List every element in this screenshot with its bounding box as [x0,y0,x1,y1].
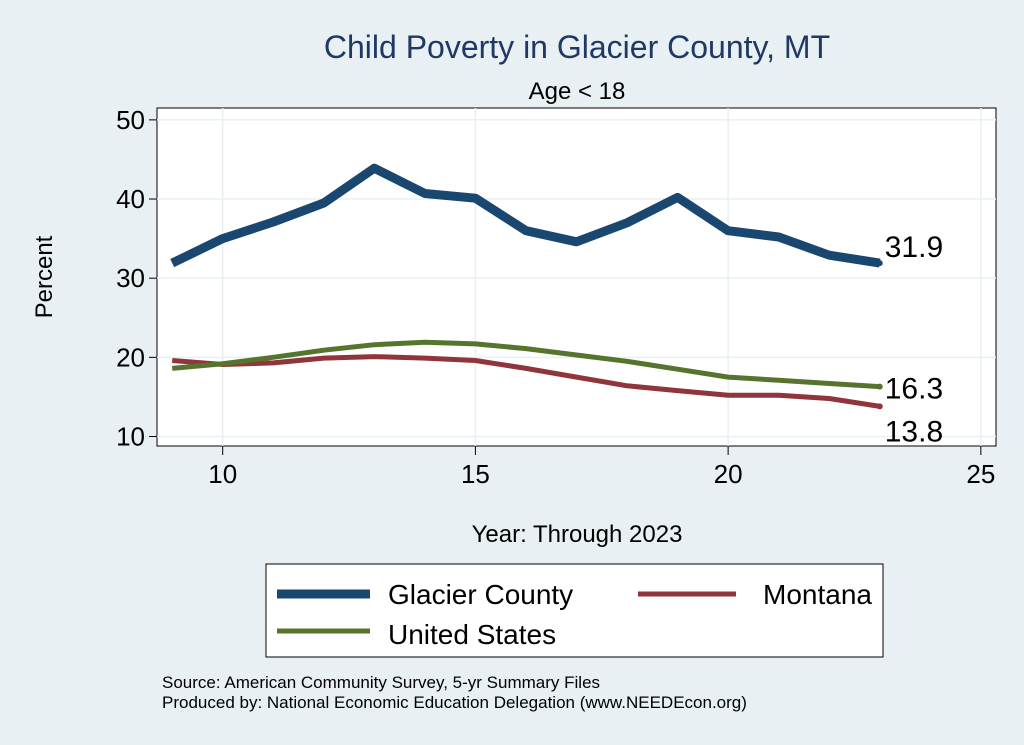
legend-label: Glacier County [388,579,573,610]
chart-subtitle: Age < 18 [529,78,626,105]
x-tick-label: 15 [461,459,490,489]
end-labels: 31.9 13.8 16.3 [876,231,943,448]
produced-by-note: Produced by: National Economic Education… [162,693,747,712]
y-tick-label: 50 [116,105,145,135]
y-tick-label: 40 [116,184,145,214]
end-label: 16.3 [885,373,943,406]
plot-area [156,107,997,447]
series-layer [170,163,881,409]
source-note: Source: American Community Survey, 5-yr … [162,673,600,692]
end-point [876,383,883,390]
legend [265,563,884,658]
end-label: 31.9 [885,231,943,264]
end-point [876,260,883,267]
x-tick-label: 25 [966,459,995,489]
y-axis-label: Percent [31,235,58,318]
end-label: 13.8 [885,415,943,448]
series-line-united-states [171,339,880,390]
grid-lines [157,108,996,446]
chart-title: Child Poverty in Glacier County, MT [324,29,830,65]
axes: 10 20 30 40 50 10 15 20 25 [116,105,995,489]
legend-label: Montana [763,579,872,610]
y-tick-label: 20 [116,342,145,372]
series-line-montana [172,354,881,409]
x-axis-label: Year: Through 2023 [472,521,683,548]
x-tick-label: 10 [208,459,237,489]
legend-label: United States [388,619,556,650]
y-tick-label: 10 [116,422,145,452]
y-tick-label: 30 [116,263,145,293]
end-point [876,403,883,410]
series-line-glacier-county [170,163,881,268]
legend-items: Glacier County Montana United States [277,579,872,650]
x-tick-label: 20 [714,459,743,489]
